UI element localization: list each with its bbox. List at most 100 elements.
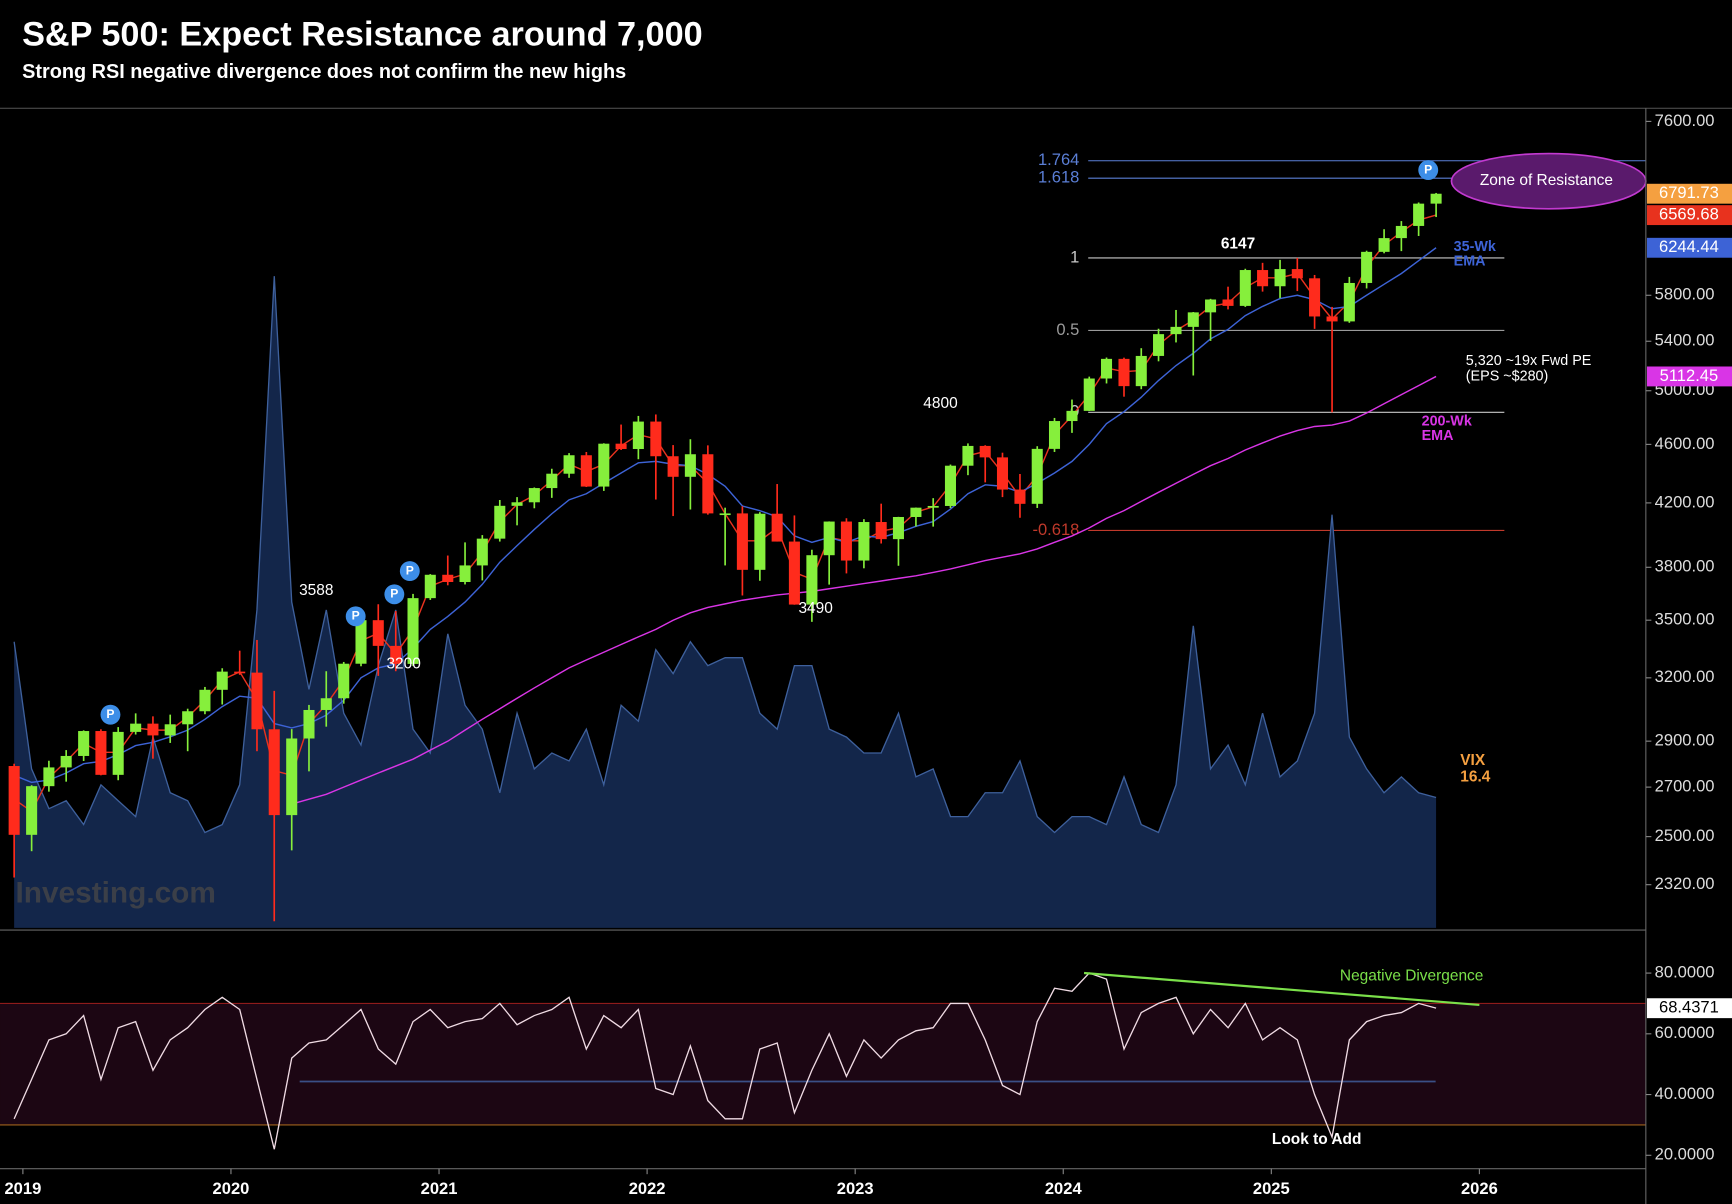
candle-body [1378, 238, 1390, 252]
candle-body [650, 421, 662, 457]
rsi-tick-label: 60.0000 [1655, 1023, 1715, 1042]
candle-body [407, 598, 419, 664]
candle-body [944, 465, 956, 506]
series-name: 200-Wk [1422, 414, 1472, 430]
pivot-marker [399, 561, 420, 582]
candle-body [1066, 410, 1078, 422]
candle-body [1361, 251, 1373, 283]
candle-body [130, 723, 142, 732]
value-tag-label: 68.4371 [1659, 998, 1719, 1017]
candle-body [840, 521, 852, 561]
candle-body [338, 663, 350, 699]
candle-body [268, 729, 280, 816]
candle-body [511, 502, 523, 506]
candle-body [286, 738, 298, 816]
ema-line [13, 247, 1437, 784]
vix-line [13, 276, 1437, 834]
y-tick-label: 4600.00 [1655, 434, 1715, 453]
fib-label: 0.5 [1056, 320, 1079, 339]
y-tick-label: 3500.00 [1655, 610, 1715, 629]
candle-body [476, 538, 488, 566]
series-name: EMA [1454, 254, 1486, 270]
candle-body [771, 513, 783, 542]
y-tick-label: 3800.00 [1655, 557, 1715, 576]
value-tag [1646, 205, 1732, 226]
chart-title: S&P 500: Expect Resistance around 7,000 [22, 15, 703, 53]
pivot-label: P [352, 609, 360, 623]
candle-body [390, 645, 402, 664]
rsi-line [13, 972, 1437, 1150]
rsi-tick-label: 20.0000 [1655, 1145, 1715, 1164]
y-tick-label: 7600.00 [1655, 111, 1715, 130]
candle-body [754, 513, 766, 570]
candle-body [147, 723, 159, 736]
candle-body [1118, 358, 1130, 387]
candle-body [1395, 225, 1407, 239]
candle-body [112, 731, 124, 775]
candle-body [459, 565, 471, 583]
candle-body [702, 454, 714, 514]
candle-body [8, 766, 20, 835]
y-tick-label: 2700.00 [1655, 776, 1715, 795]
pivot-label: P [390, 586, 398, 600]
candle-body [234, 671, 246, 674]
candles-layer [8, 192, 1442, 922]
candle-body [927, 505, 939, 508]
candle-body [667, 456, 679, 477]
fib-label: 1.764 [1038, 150, 1079, 169]
candle-body [1187, 312, 1199, 327]
candle-body [1430, 193, 1442, 204]
y-tick-label: 5800.00 [1655, 285, 1715, 304]
candle-body [442, 574, 454, 583]
candle-body [95, 731, 107, 775]
vix-layer [13, 276, 1437, 928]
pivot-marker [384, 584, 405, 605]
x-tick-label: 2020 [213, 1179, 250, 1198]
pivot-markers: P P P P P [100, 160, 1439, 725]
candle-body [251, 672, 263, 730]
rsi-note: Look to Add [1272, 1131, 1362, 1148]
chart-subtitle: Strong RSI negative divergence does not … [22, 61, 626, 83]
rsi-band [0, 1003, 1646, 1125]
candle-body [580, 455, 592, 487]
y-tick-label: 2320.00 [1655, 874, 1715, 893]
rsi-tick-label: 40.0000 [1655, 1084, 1715, 1103]
candle-body [979, 445, 991, 458]
candle-body [684, 454, 696, 477]
series-name: EMA [1422, 428, 1454, 444]
front-layer: VIX16.435-WkEMA200-WkEMA6147480035883200… [299, 236, 1496, 1148]
candle-body [1257, 270, 1269, 287]
candle-body [1135, 355, 1147, 387]
candle-body [1153, 334, 1165, 356]
candle-body [1274, 269, 1286, 287]
candle-body [788, 541, 800, 605]
candle-body [303, 709, 315, 739]
annotation: 3588 [299, 582, 333, 599]
annotation: 3490 [798, 600, 832, 617]
candle-body [1309, 278, 1321, 317]
annotation: 6147 [1221, 236, 1255, 253]
candle-body [1326, 316, 1338, 322]
candle-body [199, 689, 211, 712]
divergence-label: Negative Divergence [1340, 968, 1483, 985]
fib-label: 1 [1070, 247, 1079, 266]
candle-body [1413, 203, 1425, 226]
candle-body [1170, 326, 1182, 335]
annotation: 4800 [923, 395, 957, 412]
x-tick-label: 2021 [421, 1179, 458, 1198]
annotation: 3200 [386, 656, 420, 673]
candle-body [996, 457, 1009, 490]
candle-body [355, 620, 367, 664]
candle-body [1031, 448, 1043, 504]
candle-body [164, 724, 176, 736]
candle-body [892, 516, 904, 540]
candle-body [1291, 269, 1303, 279]
candle-body [1222, 299, 1234, 306]
candle-body [78, 731, 90, 756]
y-tick-label: 2500.00 [1655, 826, 1715, 845]
vix-value: 16.4 [1460, 769, 1490, 786]
value-tag-label: 6569.68 [1659, 204, 1719, 223]
pe-note: 5,320 ~19x Fwd PE [1466, 353, 1592, 369]
candle-body [424, 574, 436, 599]
